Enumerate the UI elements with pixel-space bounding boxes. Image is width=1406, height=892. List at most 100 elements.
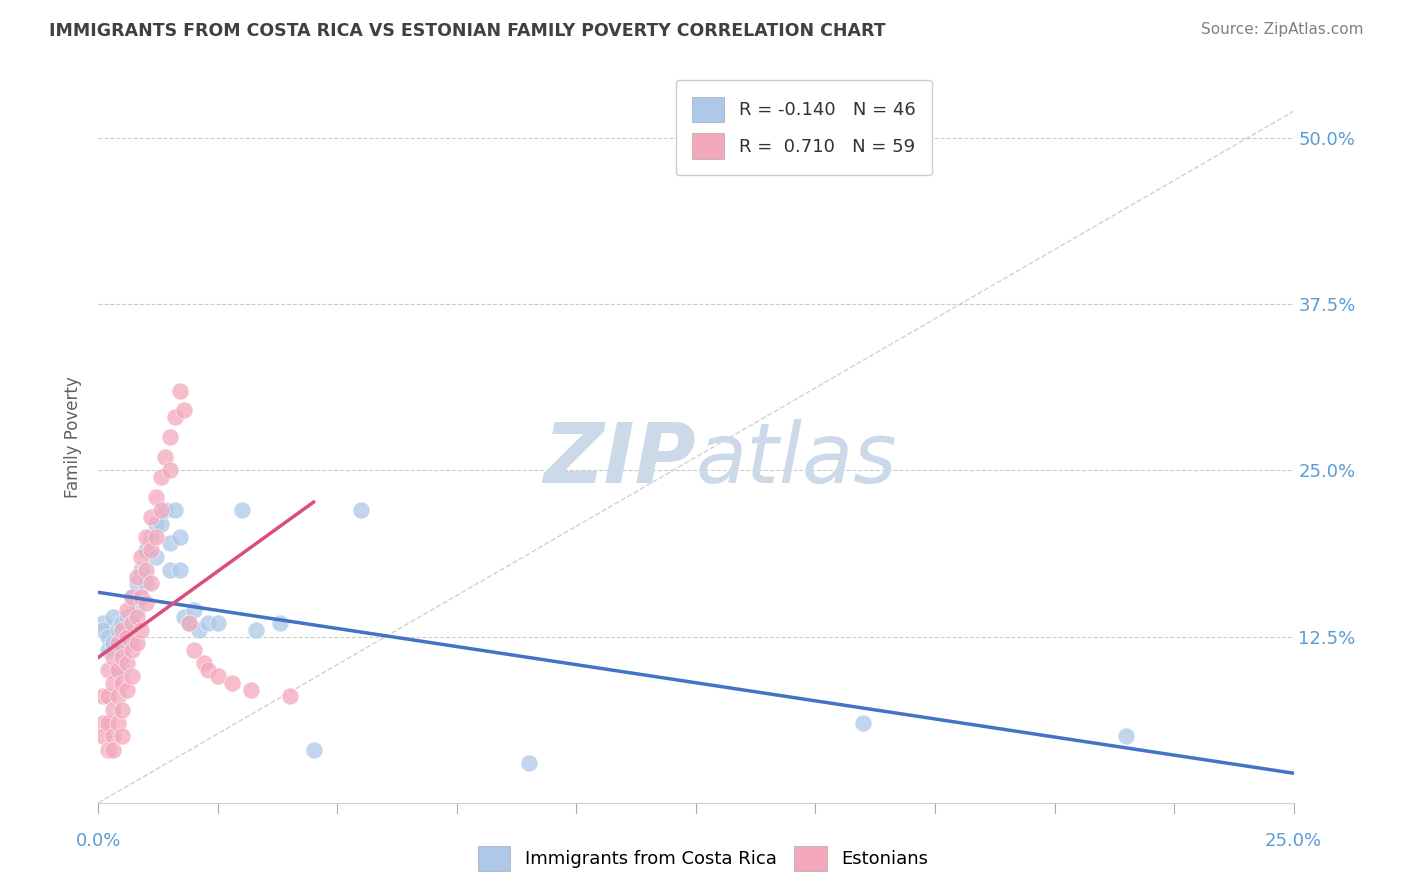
Point	[240, 682, 263, 697]
Point	[197, 616, 219, 631]
Point	[101, 676, 124, 690]
Point	[155, 503, 177, 517]
Point	[169, 563, 191, 577]
Point	[107, 636, 129, 650]
Point	[852, 716, 875, 731]
Point	[121, 590, 143, 604]
Point	[121, 636, 143, 650]
Point	[1115, 729, 1137, 743]
Point	[107, 663, 129, 677]
Point	[97, 643, 120, 657]
Point	[101, 729, 124, 743]
Text: IMMIGRANTS FROM COSTA RICA VS ESTONIAN FAMILY POVERTY CORRELATION CHART: IMMIGRANTS FROM COSTA RICA VS ESTONIAN F…	[49, 22, 886, 40]
Point	[139, 509, 162, 524]
Point	[125, 570, 148, 584]
Point	[97, 742, 120, 756]
Point	[163, 503, 186, 517]
Point	[91, 623, 114, 637]
Point	[183, 643, 205, 657]
Point	[97, 630, 120, 644]
Point	[111, 643, 134, 657]
Point	[350, 503, 373, 517]
Point	[139, 543, 162, 558]
Point	[111, 676, 134, 690]
Point	[107, 716, 129, 731]
Text: 0.0%: 0.0%	[76, 832, 121, 850]
Point	[111, 703, 134, 717]
Point	[135, 563, 157, 577]
Point	[179, 616, 201, 631]
Legend: R = -0.140   N = 46, R =  0.710   N = 59: R = -0.140 N = 46, R = 0.710 N = 59	[676, 80, 932, 175]
Point	[125, 636, 148, 650]
Point	[91, 716, 114, 731]
Point	[97, 690, 120, 704]
Point	[145, 530, 167, 544]
Point	[107, 623, 129, 637]
Point	[187, 623, 209, 637]
Point	[159, 463, 181, 477]
Point	[115, 603, 138, 617]
Point	[245, 623, 267, 637]
Point	[193, 656, 215, 670]
Point	[159, 430, 181, 444]
Point	[197, 663, 219, 677]
Point	[121, 590, 143, 604]
Point	[207, 616, 229, 631]
Point	[155, 450, 177, 464]
Point	[131, 590, 153, 604]
Point	[111, 729, 134, 743]
Point	[101, 649, 124, 664]
Text: ZIP: ZIP	[543, 418, 696, 500]
Point	[135, 530, 157, 544]
Point	[302, 742, 325, 756]
Point	[125, 609, 148, 624]
Point	[101, 703, 124, 717]
Point	[145, 516, 167, 531]
Point	[111, 663, 134, 677]
Point	[125, 576, 148, 591]
Point	[139, 576, 162, 591]
Point	[149, 470, 172, 484]
Point	[139, 530, 162, 544]
Point	[115, 636, 138, 650]
Point	[107, 690, 129, 704]
Point	[121, 616, 143, 631]
Point	[145, 549, 167, 564]
Point	[101, 636, 124, 650]
Point	[269, 616, 291, 631]
Point	[149, 503, 172, 517]
Point	[278, 690, 301, 704]
Point	[91, 729, 114, 743]
Point	[121, 616, 143, 631]
Y-axis label: Family Poverty: Family Poverty	[65, 376, 83, 498]
Point	[163, 410, 186, 425]
Point	[115, 656, 138, 670]
Point	[145, 490, 167, 504]
Point	[221, 676, 243, 690]
Point	[135, 576, 157, 591]
Point	[115, 609, 138, 624]
Point	[111, 616, 134, 631]
Point	[179, 616, 201, 631]
Point	[121, 643, 143, 657]
Point	[159, 536, 181, 550]
Point	[135, 543, 157, 558]
Point	[115, 682, 138, 697]
Point	[173, 403, 195, 417]
Point	[97, 716, 120, 731]
Legend: Immigrants from Costa Rica, Estonians: Immigrants from Costa Rica, Estonians	[471, 838, 935, 879]
Point	[149, 516, 172, 531]
Point	[131, 563, 153, 577]
Point	[207, 669, 229, 683]
Point	[91, 690, 114, 704]
Point	[183, 603, 205, 617]
Point	[517, 756, 540, 770]
Point	[115, 630, 138, 644]
Point	[101, 742, 124, 756]
Point	[173, 609, 195, 624]
Point	[131, 623, 153, 637]
Point	[131, 549, 153, 564]
Point	[125, 603, 148, 617]
Text: 25.0%: 25.0%	[1265, 832, 1322, 850]
Text: Source: ZipAtlas.com: Source: ZipAtlas.com	[1201, 22, 1364, 37]
